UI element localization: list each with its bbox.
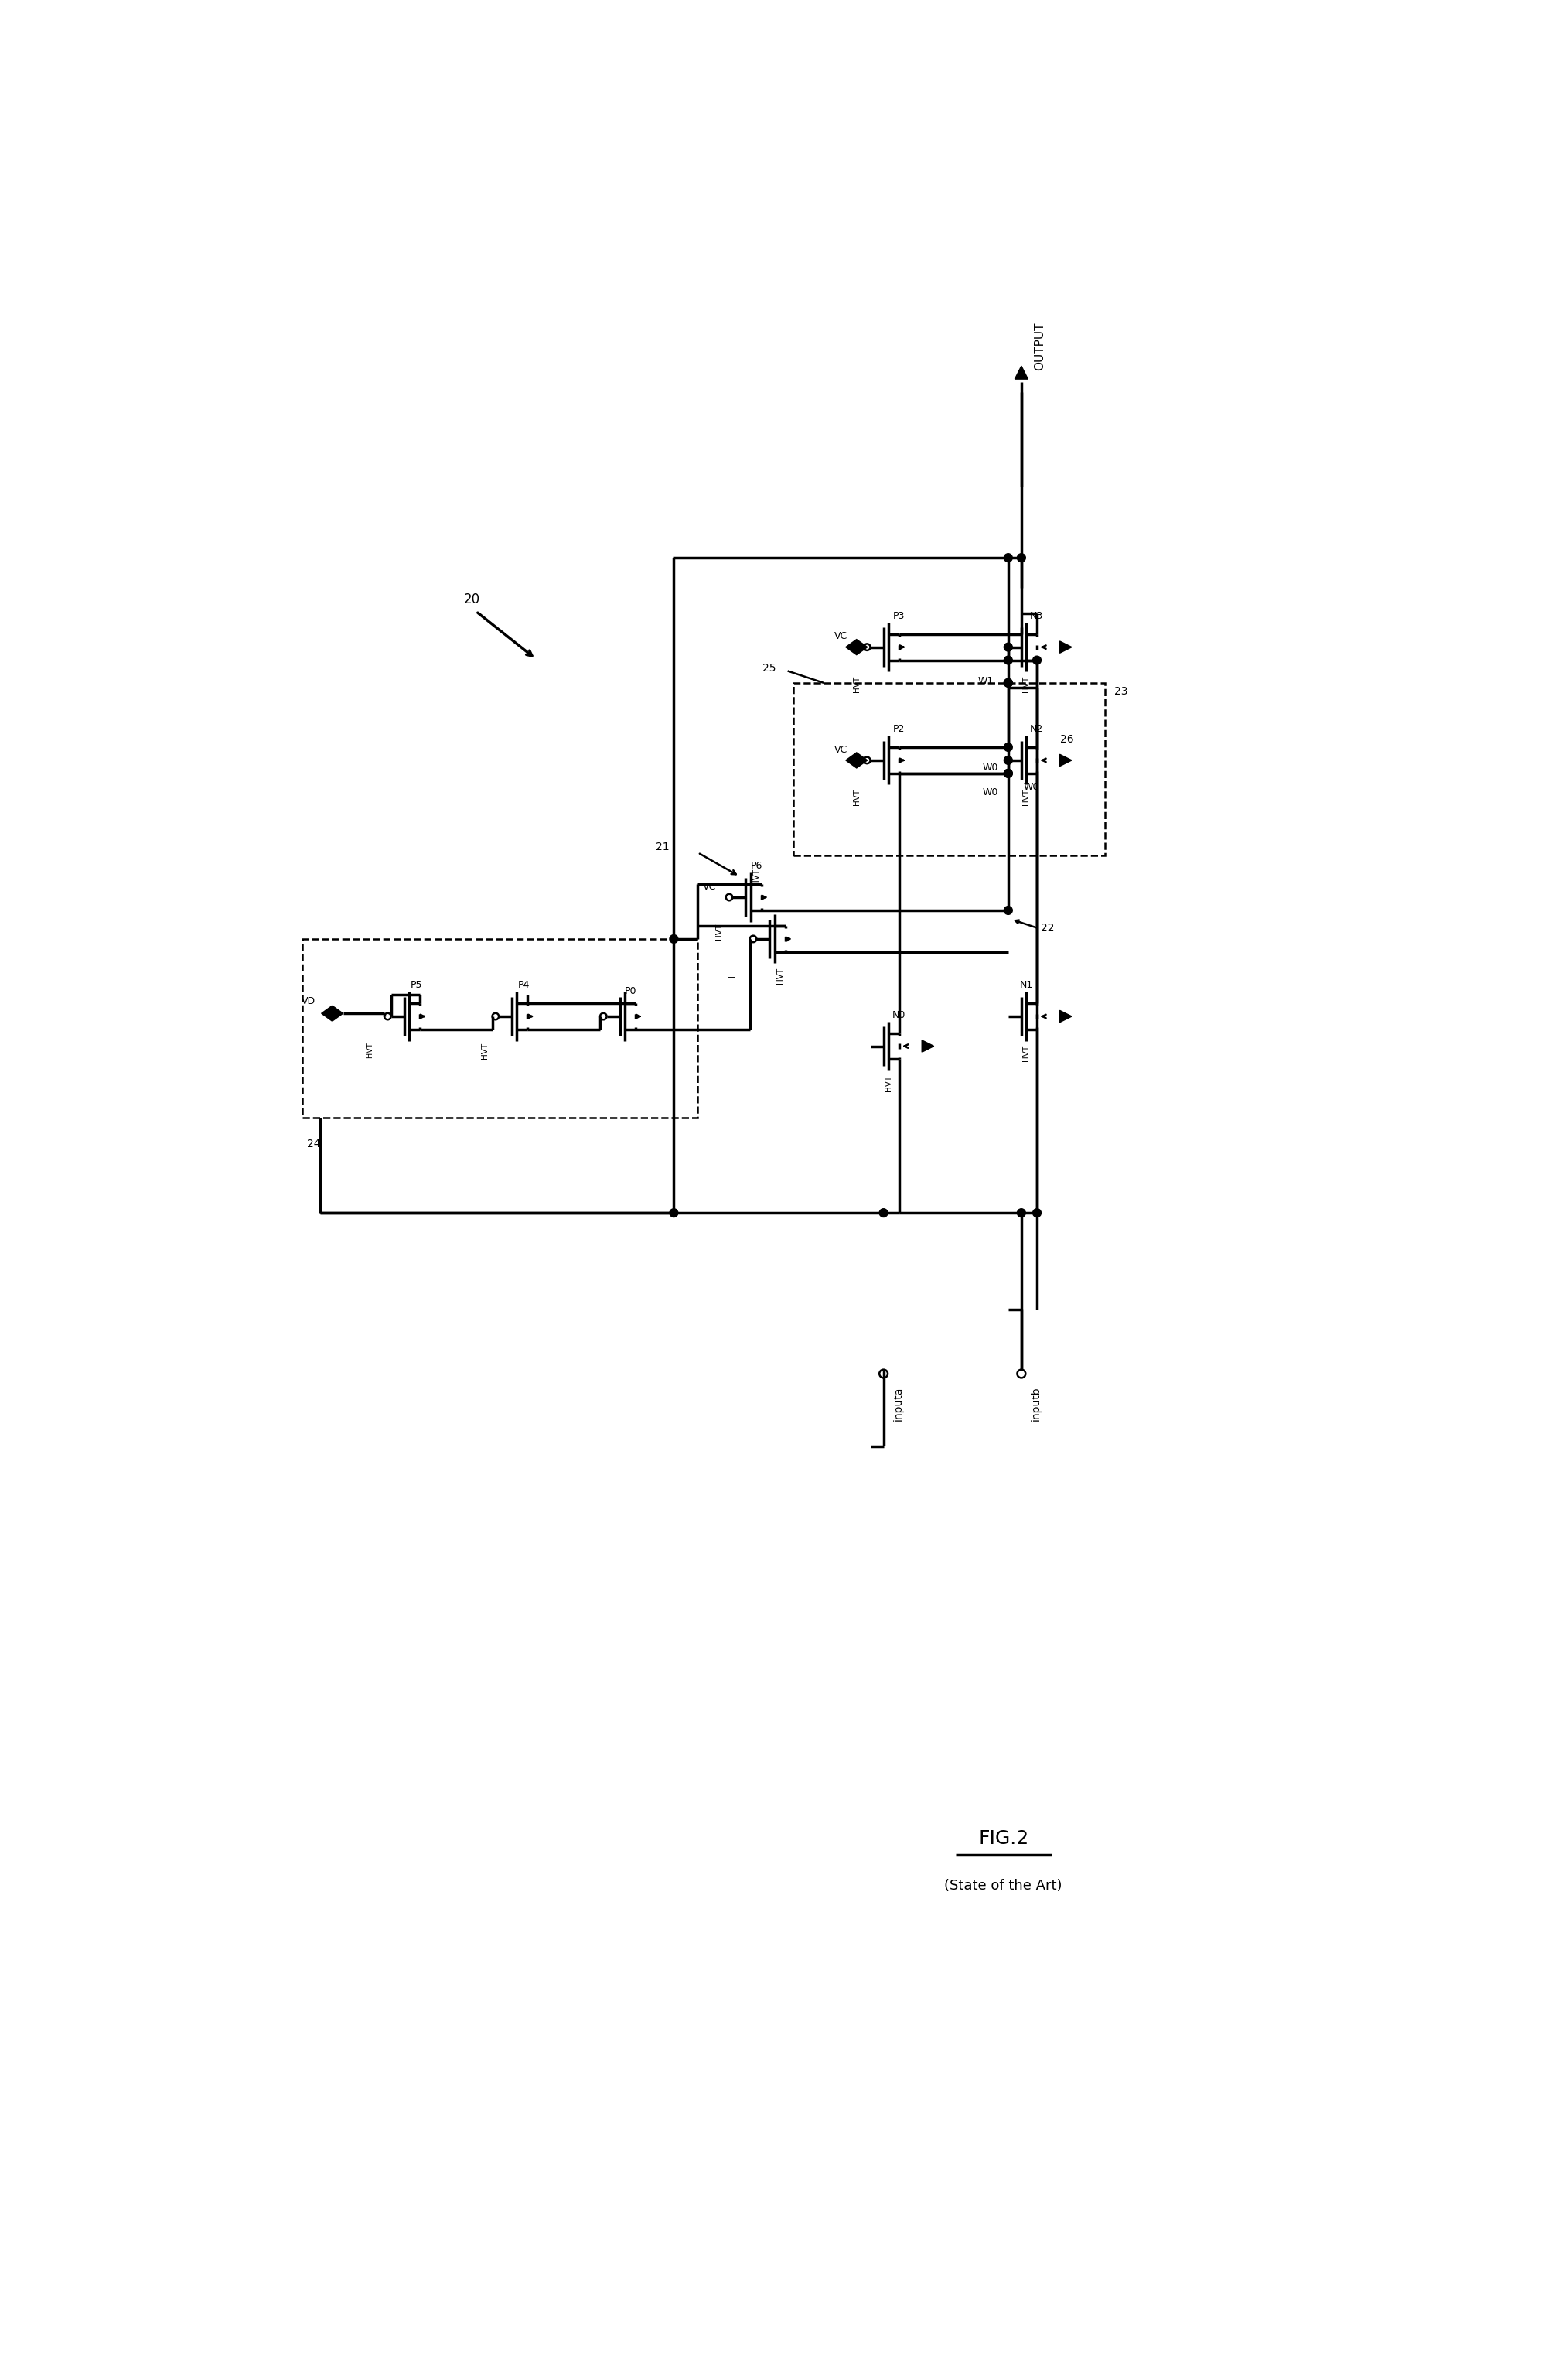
Circle shape — [670, 1209, 678, 1216]
Polygon shape — [1059, 640, 1071, 652]
Bar — [302, 940, 698, 1119]
Circle shape — [1005, 769, 1012, 778]
Text: inputa: inputa — [893, 1385, 903, 1421]
Text: FIG.2: FIG.2 — [978, 1828, 1028, 1847]
Polygon shape — [1059, 1012, 1071, 1023]
Text: 25: 25 — [762, 662, 776, 674]
Text: 26: 26 — [1061, 733, 1075, 745]
Text: W0: W0 — [983, 762, 998, 774]
Circle shape — [1017, 555, 1026, 562]
Text: 23: 23 — [1115, 685, 1127, 697]
Text: P6: P6 — [751, 862, 762, 871]
Circle shape — [1005, 743, 1012, 752]
Text: VC: VC — [703, 881, 717, 892]
Circle shape — [1005, 657, 1012, 664]
Text: W0: W0 — [983, 788, 998, 797]
Text: inputb: inputb — [1031, 1385, 1042, 1421]
Text: W0: W0 — [1023, 783, 1039, 793]
Circle shape — [1005, 769, 1012, 778]
Circle shape — [1005, 643, 1012, 652]
Text: P3: P3 — [893, 612, 905, 621]
Circle shape — [1017, 1209, 1026, 1216]
Text: P4: P4 — [518, 981, 530, 990]
Text: 21: 21 — [656, 840, 670, 852]
Circle shape — [1005, 757, 1012, 764]
Polygon shape — [922, 1040, 935, 1052]
Text: P2: P2 — [893, 724, 905, 735]
Text: HVT: HVT — [776, 969, 784, 983]
Text: VD: VD — [302, 997, 316, 1007]
Text: N0: N0 — [893, 1009, 905, 1021]
Text: HVT: HVT — [885, 1076, 893, 1092]
Text: HVT: HVT — [852, 676, 860, 693]
Text: OUTPUT: OUTPUT — [1034, 321, 1045, 371]
Text: (State of the Art): (State of the Art) — [944, 1878, 1062, 1892]
Text: P5: P5 — [411, 981, 421, 990]
Text: 24: 24 — [306, 1138, 320, 1150]
Text: HVT: HVT — [1022, 676, 1029, 693]
Bar — [793, 683, 1106, 854]
Text: P0: P0 — [625, 985, 636, 997]
Polygon shape — [1059, 754, 1071, 766]
Text: N1: N1 — [1020, 981, 1033, 990]
Text: VC: VC — [835, 745, 847, 754]
Polygon shape — [846, 640, 868, 655]
Text: 20: 20 — [463, 593, 480, 607]
Text: HVT: HVT — [480, 1042, 488, 1059]
Circle shape — [670, 935, 678, 942]
Circle shape — [1033, 657, 1042, 664]
Text: 22: 22 — [1042, 923, 1054, 933]
Text: HVT: HVT — [852, 790, 860, 804]
Circle shape — [1005, 678, 1012, 688]
Circle shape — [1005, 555, 1012, 562]
Polygon shape — [1015, 367, 1028, 378]
Circle shape — [1033, 1209, 1042, 1216]
Text: VC: VC — [835, 631, 847, 643]
Text: HVT: HVT — [715, 923, 723, 940]
Text: HVT: HVT — [753, 869, 760, 885]
Text: HVT: HVT — [1022, 790, 1029, 804]
Text: HVT: HVT — [1022, 1045, 1029, 1061]
Circle shape — [879, 1209, 888, 1216]
Text: IHVT: IHVT — [365, 1042, 373, 1059]
Polygon shape — [846, 752, 868, 769]
Circle shape — [1005, 907, 1012, 914]
Circle shape — [1005, 678, 1012, 688]
Text: N2: N2 — [1029, 724, 1043, 735]
Text: N3: N3 — [1029, 612, 1043, 621]
Polygon shape — [322, 1007, 344, 1021]
Text: W1: W1 — [978, 676, 994, 685]
